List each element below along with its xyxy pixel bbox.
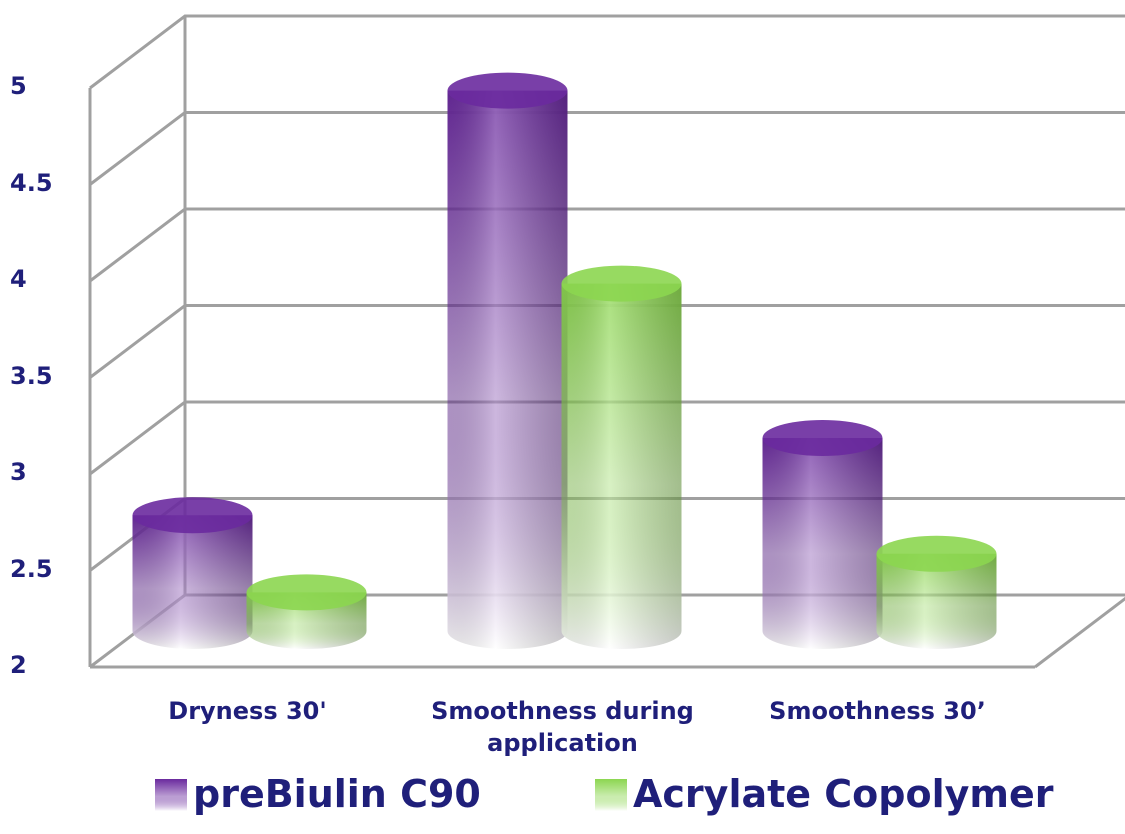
bar-top — [561, 265, 682, 302]
bar-top — [132, 497, 253, 534]
bar-top — [246, 574, 367, 611]
bar — [246, 574, 367, 649]
bar-shade — [762, 438, 883, 649]
bar — [132, 497, 253, 649]
grid-line — [89, 207, 1125, 283]
bar-shade — [132, 515, 253, 649]
bar-shade — [561, 283, 682, 649]
legend-swatch — [155, 779, 187, 811]
bar-top — [762, 420, 883, 456]
legend-swatch — [595, 779, 627, 811]
grid-line — [89, 111, 1125, 186]
legend-label: Acrylate Copolymer — [633, 772, 1054, 816]
floor-edge — [1034, 596, 1125, 669]
y-tick-label: 2 — [10, 651, 27, 679]
grid-line — [89, 14, 1125, 90]
x-tick-label: Dryness 30' — [168, 697, 327, 725]
grid-line — [89, 304, 1125, 379]
x-tick-label: Smoothness 30’ — [769, 697, 986, 725]
y-tick-label: 2.5 — [10, 554, 53, 583]
y-tick-label: 5 — [10, 72, 27, 100]
bar — [447, 72, 568, 650]
bar-top — [876, 535, 997, 572]
bar-shade — [447, 90, 568, 650]
bar — [762, 420, 883, 649]
x-tick-label: Smoothness during application — [431, 697, 694, 757]
bar — [561, 265, 682, 649]
bar — [876, 535, 997, 649]
y-tick-label: 3.5 — [10, 361, 53, 390]
bar-shade — [876, 553, 997, 649]
grid-line — [89, 400, 1125, 476]
y-tick-label: 4 — [10, 265, 27, 293]
legend-label: preBiulin C90 — [193, 772, 481, 816]
bar-top — [447, 72, 568, 109]
y-tick-label: 4.5 — [10, 168, 53, 197]
y-tick-label: 3 — [10, 458, 27, 486]
